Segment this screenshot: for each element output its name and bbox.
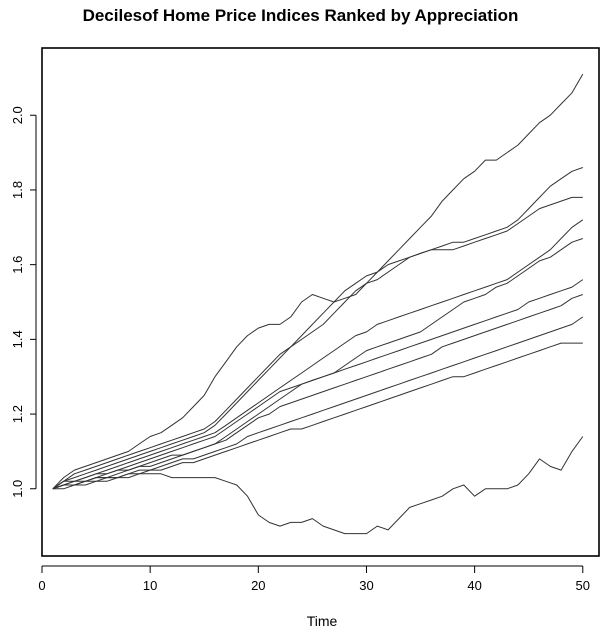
y-tick-label: 1.8 bbox=[10, 181, 25, 199]
series-line-5 bbox=[52, 238, 583, 490]
y-tick-label: 1.4 bbox=[10, 330, 25, 348]
series-line-7 bbox=[52, 294, 583, 490]
plot-area-frame bbox=[41, 47, 600, 557]
y-tick-label: 1.0 bbox=[10, 480, 25, 498]
series-line-10 bbox=[52, 436, 584, 535]
x-tick-label: 50 bbox=[576, 578, 590, 593]
x-tick-label: 20 bbox=[251, 578, 265, 593]
series-line-8 bbox=[52, 316, 584, 490]
series-group bbox=[52, 73, 584, 535]
x-tick-label: 30 bbox=[359, 578, 373, 593]
y-axis: 1.0 1.2 1.4 1.6 1.8 2.0 bbox=[10, 106, 37, 498]
x-axis: 0 10 20 30 40 50 bbox=[38, 565, 590, 593]
x-axis-title: Time bbox=[307, 613, 338, 629]
series-line-2 bbox=[52, 167, 583, 490]
chart-title: Decilesof Home Price Indices Ranked by A… bbox=[82, 6, 519, 25]
y-tick-label: 1.2 bbox=[10, 405, 25, 423]
x-tick-label: 40 bbox=[467, 578, 481, 593]
series-line-1 bbox=[52, 73, 584, 490]
y-tick-label: 1.6 bbox=[10, 256, 25, 274]
x-tick-label: 10 bbox=[143, 578, 157, 593]
series-line-6 bbox=[52, 279, 584, 490]
y-tick-label: 2.0 bbox=[10, 106, 25, 124]
series-line-3 bbox=[52, 196, 583, 490]
x-tick-label: 0 bbox=[38, 578, 45, 593]
series-line-4 bbox=[52, 219, 584, 490]
series-line-9 bbox=[52, 342, 583, 490]
